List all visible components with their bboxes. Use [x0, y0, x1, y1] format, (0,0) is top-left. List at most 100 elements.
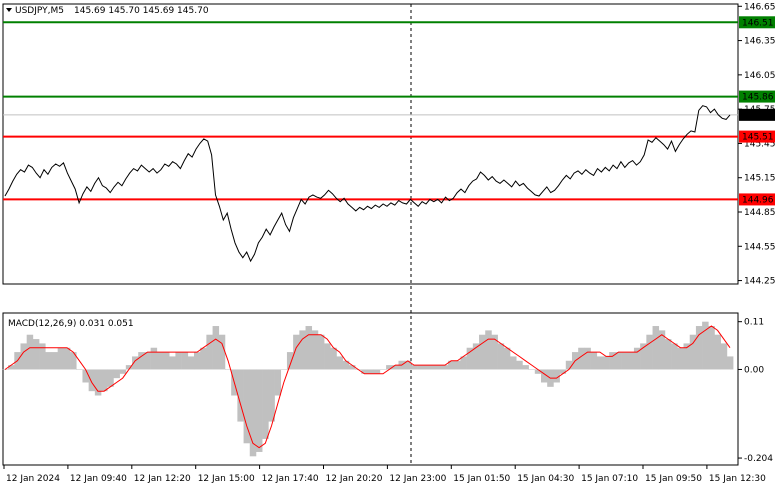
macd-bar	[522, 365, 529, 370]
macd-bar	[26, 334, 34, 370]
macd-bar	[138, 352, 145, 370]
macd-bar	[683, 343, 691, 370]
x-tick-label: 12 Jan 15:00	[198, 474, 255, 484]
macd-bar	[101, 369, 108, 392]
macd-bar	[726, 356, 734, 370]
symbol-label: USDJPY,M5	[15, 6, 64, 16]
macd-bar	[565, 360, 573, 370]
macd-bar	[708, 326, 715, 370]
macd-bar	[379, 369, 387, 370]
y-tick-label: 145.45	[744, 139, 776, 149]
macd-bar	[646, 334, 653, 370]
macd-bar	[578, 347, 585, 370]
macd-signal-line	[4, 325, 731, 449]
y-tick-label: 144.55	[744, 242, 776, 252]
macd-bar	[299, 330, 306, 370]
macd-bar	[441, 365, 449, 370]
macd-bar	[262, 369, 269, 439]
macd-bar	[584, 347, 591, 370]
macd-bar	[609, 352, 616, 370]
macd-bar	[342, 360, 350, 370]
macd-bar	[534, 369, 542, 374]
macd-bar	[51, 352, 58, 370]
x-tick-label: 15 Jan 12:30	[709, 474, 766, 484]
y-tick-label: 146.65	[744, 2, 776, 12]
macd-bar	[305, 326, 313, 370]
macd-bar	[671, 343, 678, 370]
macd-bar	[237, 369, 244, 422]
macd-bar	[541, 369, 548, 383]
macd-bar	[336, 356, 344, 370]
x-tick-label: 15 Jan 07:10	[581, 474, 638, 484]
macd-bar	[373, 369, 381, 374]
macd-bar	[417, 365, 424, 370]
macd-bar	[8, 365, 15, 370]
macd-bar	[528, 369, 536, 370]
macd-bar	[386, 365, 393, 370]
macd-frame	[2, 312, 739, 466]
macd-bar	[460, 356, 467, 370]
macd-bar	[472, 343, 480, 370]
x-tick-label: 12 Jan 2024	[6, 474, 60, 484]
macd-bar	[324, 343, 331, 370]
macd-bar	[286, 352, 294, 370]
level-label: 146.51	[742, 18, 774, 28]
macd-bar	[404, 360, 412, 370]
macd-bar	[132, 356, 139, 370]
y-tick-label: 145.15	[744, 174, 776, 184]
macd-bar	[652, 326, 660, 370]
macd-bar	[485, 330, 492, 370]
y-tick-label: 144.85	[744, 208, 776, 218]
x-tick-label: 15 Jan 01:50	[453, 474, 510, 484]
macd-bar	[633, 347, 641, 370]
macd-bar	[491, 334, 498, 370]
macd-bar	[311, 330, 319, 370]
level-label: 145.51	[742, 133, 774, 143]
macd-bar	[57, 347, 65, 370]
macd-bar	[510, 356, 517, 370]
level-label: 145.86	[742, 93, 774, 103]
macd-bar	[448, 360, 455, 370]
macd-bar	[516, 360, 523, 370]
level-label: 144.96	[742, 195, 774, 205]
macd-bar	[435, 365, 443, 370]
macd-bar	[689, 334, 697, 370]
macd-bar	[330, 347, 337, 370]
x-tick-label: 12 Jan 09:40	[70, 474, 127, 484]
macd-bar	[596, 356, 604, 370]
macd-bar	[714, 334, 722, 370]
macd-bar	[169, 356, 176, 370]
y-tick-label: 146.35	[744, 37, 776, 47]
macd-bar	[113, 369, 120, 379]
macd-bar	[317, 334, 325, 370]
macd-bar	[163, 352, 170, 370]
macd-bar	[367, 369, 374, 374]
macd-bar	[615, 352, 622, 370]
macd-bar	[602, 356, 610, 370]
macd-bar	[590, 352, 598, 370]
macd-bar	[627, 352, 635, 370]
macd-bar	[181, 352, 189, 370]
macd-bar	[255, 369, 263, 452]
macd-bar	[392, 365, 399, 370]
macd-bar	[429, 365, 436, 370]
macd-bar	[63, 347, 71, 370]
macd-bar	[82, 369, 89, 383]
macd-bar	[702, 321, 709, 370]
macd-bar	[45, 352, 52, 370]
macd-bar	[559, 369, 567, 374]
macd-bar	[720, 343, 728, 370]
x-tick-label: 12 Jan 23:00	[389, 474, 446, 484]
y-tick-label: 146.05	[744, 71, 776, 81]
macd-bar	[274, 369, 282, 396]
macd-bar	[348, 365, 356, 370]
level-tag	[739, 193, 775, 206]
level-tag	[739, 90, 775, 103]
ohlc-values: 145.69 145.70 145.69 145.70	[74, 6, 209, 16]
price-line	[4, 105, 731, 263]
macd-bar	[621, 352, 629, 370]
macd-bar	[479, 334, 486, 370]
macd-bar	[243, 369, 251, 444]
macd-bar	[423, 365, 430, 370]
